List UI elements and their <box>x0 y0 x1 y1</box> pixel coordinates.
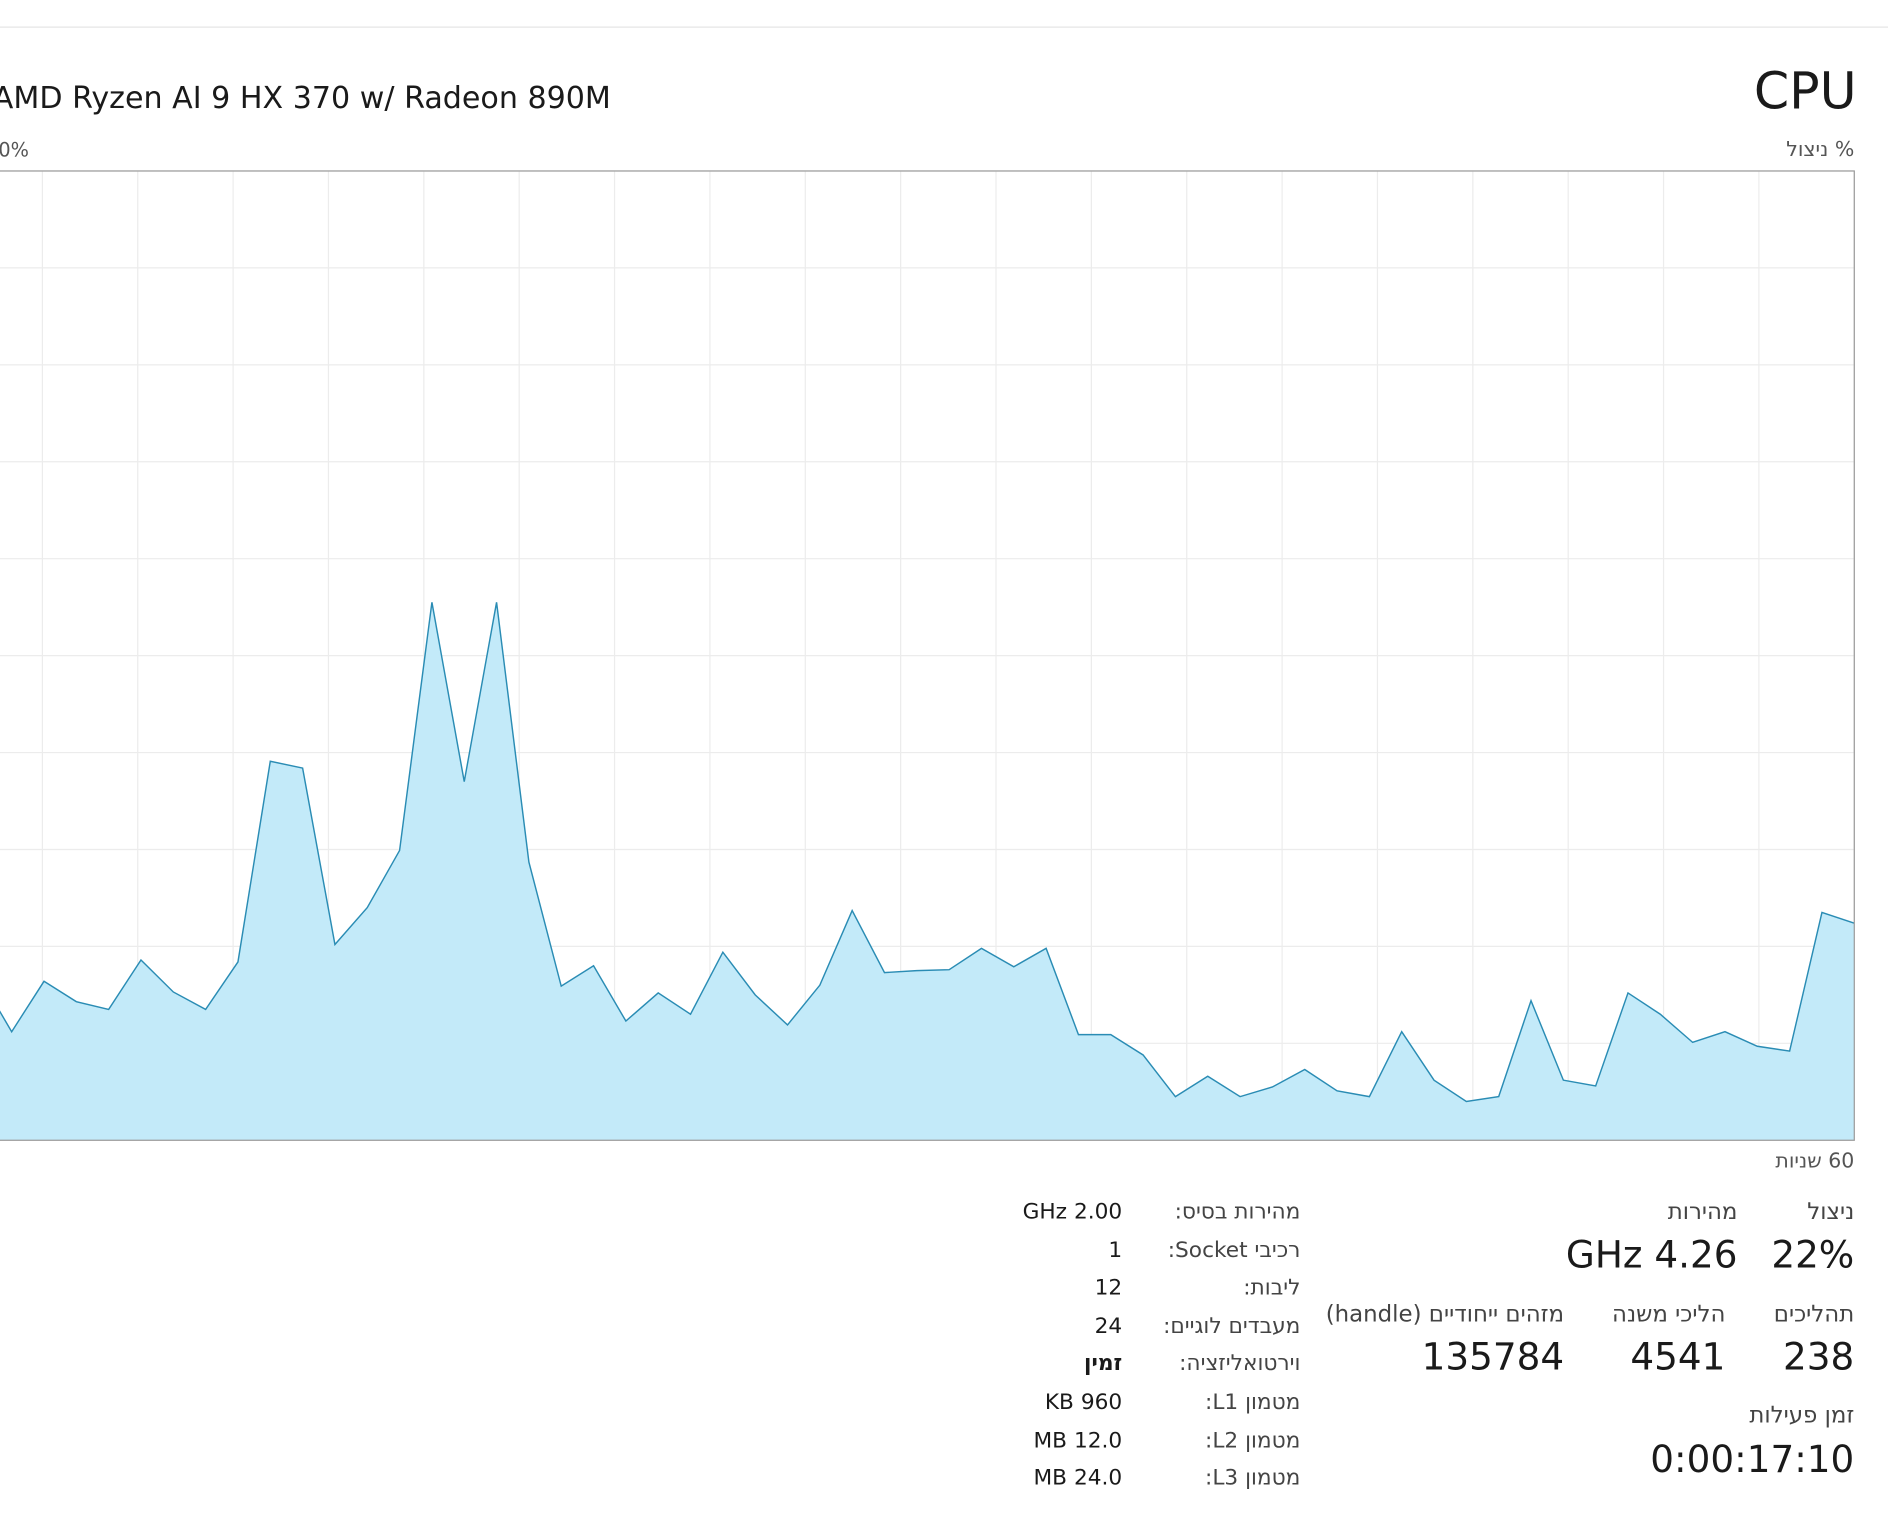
detail-label: ליבות: <box>1243 1275 1301 1301</box>
stat-value: 0:00:17:10 <box>1650 1438 1855 1482</box>
detail-label: מטמון L3: <box>1205 1465 1301 1491</box>
detail-value: 12 <box>1094 1275 1123 1301</box>
model-name: AMD Ryzen AI 9 HX 370 w/ Radeon 890M <box>0 80 611 115</box>
cpu-area <box>0 602 1855 1141</box>
y-max-label: 100% <box>0 138 29 162</box>
stat-value: 238 <box>1783 1335 1855 1380</box>
detail-value: זמין <box>1084 1351 1123 1377</box>
detail-value: 12.0 MB <box>1033 1427 1123 1453</box>
detail-label: מטמון L1: <box>1205 1389 1301 1415</box>
detail-value: 960 KB <box>1044 1389 1123 1415</box>
stat-label: ניצול <box>1807 1198 1855 1226</box>
stat-label: מזהים ייחודיים (handle) <box>1325 1301 1565 1328</box>
stat-value: 4541 <box>1630 1335 1726 1380</box>
detail-value: 24 <box>1094 1313 1123 1339</box>
top-border <box>0 26 1888 28</box>
detail-label: מטמון L2: <box>1205 1427 1301 1453</box>
plot-border <box>0 170 1855 1141</box>
page-title: CPU <box>1753 61 1857 121</box>
detail-value: 1 <box>1108 1237 1123 1263</box>
detail-value: 2.00 GHz <box>1022 1199 1123 1225</box>
cpu-line <box>0 602 1855 1103</box>
stat-value: 4.26 GHz <box>1565 1233 1738 1277</box>
stat-value: 135784 <box>1421 1335 1565 1380</box>
stat-value: 22% <box>1771 1233 1855 1277</box>
detail-label: רכיבי Socket: <box>1167 1237 1301 1263</box>
stat-label: הליכי משנה <box>1612 1301 1726 1328</box>
stat-label: זמן פעילות <box>1749 1402 1855 1429</box>
detail-label: מהירות בסיס: <box>1174 1199 1301 1225</box>
detail-label: מעבדים לוגיים: <box>1163 1313 1301 1339</box>
stat-label: מהירות <box>1667 1198 1738 1226</box>
x-axis-label: 60 שניות <box>1775 1149 1855 1174</box>
detail-value: 24.0 MB <box>1033 1465 1123 1491</box>
detail-label: וירטואליזציה: <box>1179 1351 1301 1377</box>
y-axis-label: % ניצול <box>1786 137 1855 162</box>
stat-label: תהליכים <box>1773 1301 1855 1328</box>
